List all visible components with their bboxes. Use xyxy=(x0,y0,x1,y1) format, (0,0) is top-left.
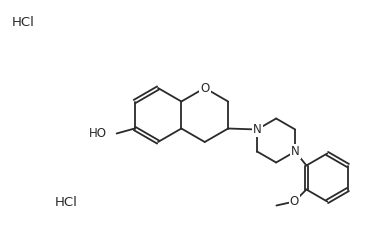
Text: N: N xyxy=(291,145,300,158)
Text: HCl: HCl xyxy=(12,16,35,29)
Text: N: N xyxy=(253,123,261,136)
Text: O: O xyxy=(200,81,209,95)
Text: O: O xyxy=(290,195,299,208)
Text: HO: HO xyxy=(89,127,106,140)
Text: HCl: HCl xyxy=(55,196,78,209)
